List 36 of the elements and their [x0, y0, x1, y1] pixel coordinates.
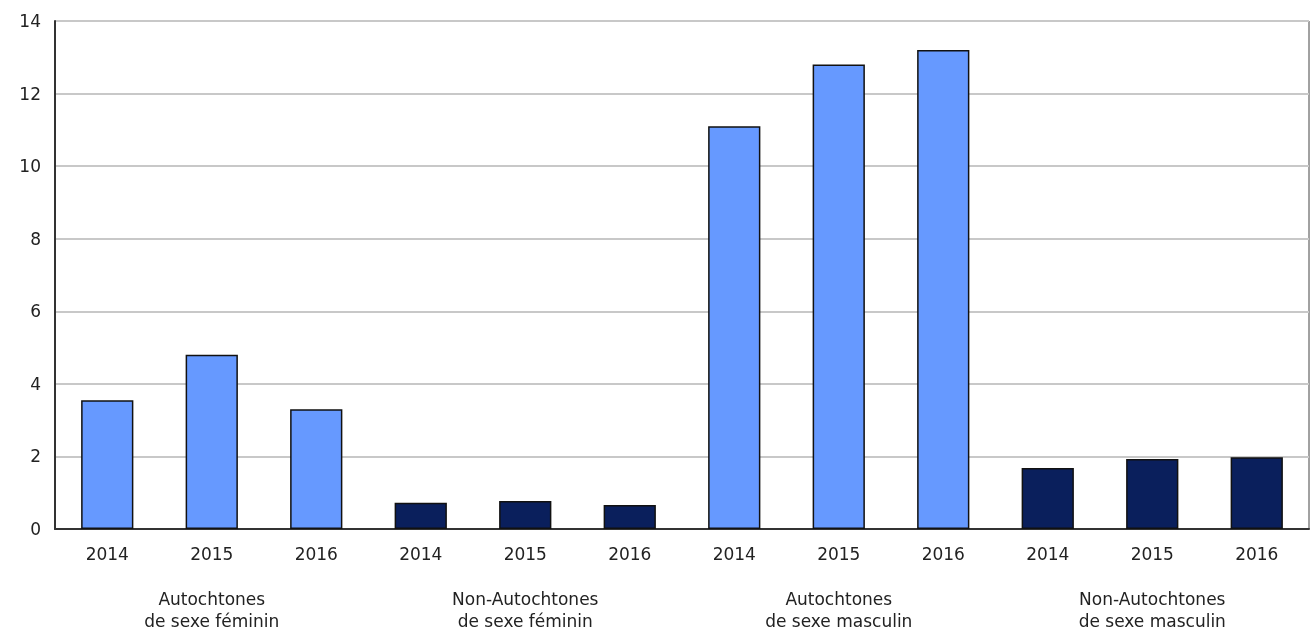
bar: [1021, 468, 1074, 529]
text: Non-Autochtones de sexe féminin: [452, 589, 599, 631]
x-tick-label: 2016: [294, 543, 338, 564]
bar: [1230, 457, 1283, 529]
text: Autochtones de sexe féminin: [144, 589, 280, 631]
bar: [917, 50, 970, 529]
bar: [185, 354, 238, 529]
y-tick-label: 4: [30, 373, 41, 394]
x-tick-label: 2014: [399, 543, 443, 564]
x-tick-label: 2014: [712, 543, 756, 564]
bar: [81, 400, 134, 529]
x-tick-label: 2016: [608, 543, 652, 564]
text: Autochtones de sexe masculin: [765, 589, 913, 631]
x-tick-label: 2016: [921, 543, 965, 564]
y-tick-label: 2: [30, 446, 41, 467]
bar: [603, 505, 656, 529]
y-tick-label: 6: [30, 301, 41, 322]
x-tick-label: 2015: [503, 543, 547, 564]
x-tick-label: 2015: [817, 543, 861, 564]
bar: [290, 409, 343, 529]
x-tick-label: 2015: [1130, 543, 1174, 564]
y-tick-label: 10: [19, 156, 41, 177]
x-tick-label: 2014: [1026, 543, 1070, 564]
y-tick-label: 8: [30, 228, 41, 249]
bar: [394, 502, 447, 529]
bar: [499, 501, 552, 529]
x-tick-label: 2014: [85, 543, 129, 564]
text: Non-Autochtones de sexe masculin: [1078, 589, 1226, 631]
y-tick-label: 14: [19, 11, 41, 31]
bar: [708, 126, 761, 529]
x-tick-label: 2016: [1235, 543, 1279, 564]
bar: [1126, 458, 1179, 529]
bar: [812, 64, 865, 529]
x-tick-label: 2015: [190, 543, 234, 564]
y-tick-label: 12: [19, 83, 41, 104]
y-tick-label: 0: [30, 519, 41, 539]
